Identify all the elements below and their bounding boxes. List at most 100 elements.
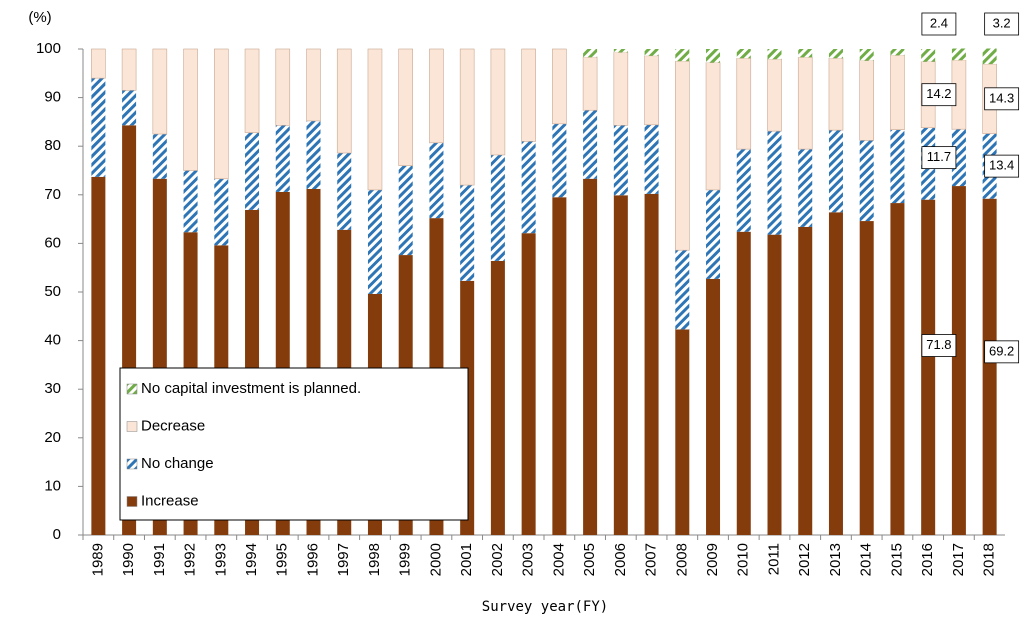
value-label: 11.7 — [927, 149, 951, 164]
y-axis-label: (%) — [28, 9, 51, 26]
bar-segment — [644, 124, 659, 194]
y-tick-label: 60 — [44, 234, 61, 251]
y-tick-label: 40 — [44, 332, 61, 349]
legend-label: Increase — [141, 492, 199, 509]
bar-segment — [859, 60, 875, 141]
bar-segment — [675, 49, 690, 62]
x-tick-label: 1990 — [120, 543, 137, 576]
bar-segment — [429, 142, 444, 219]
bar-segment — [214, 178, 229, 246]
bar-segment — [583, 110, 598, 179]
bar-segment — [245, 132, 260, 210]
x-tick-label: 1996 — [304, 543, 321, 576]
bar-segment — [674, 60, 690, 251]
value-label-box — [984, 12, 1020, 36]
bar-segment — [121, 48, 137, 91]
bar-segment — [767, 49, 782, 60]
bar-segment — [736, 57, 752, 150]
bar-segment — [982, 48, 997, 65]
bar-segment — [859, 49, 874, 61]
bar-segment — [798, 49, 813, 58]
y-tick-label: 20 — [44, 429, 61, 446]
x-tick-label: 2005 — [581, 543, 598, 576]
y-tick-label: 0 — [53, 526, 61, 543]
x-tick-label: 2010 — [735, 543, 752, 576]
x-tick-label: 2000 — [427, 543, 444, 576]
x-tick-label: 2006 — [612, 543, 629, 576]
bar-segment — [736, 49, 751, 59]
value-label-box — [921, 334, 957, 357]
bar-segment — [921, 49, 936, 62]
bar-segment — [890, 203, 905, 535]
bar-segment — [951, 186, 966, 535]
bar-segment — [490, 48, 506, 156]
bar-segment — [583, 49, 598, 58]
bar-segment — [337, 153, 352, 230]
x-tick-label: 2003 — [520, 543, 537, 576]
legend-swatch — [126, 496, 138, 507]
bar-segment — [798, 149, 813, 227]
bar-segment — [490, 260, 505, 535]
bar-segment — [706, 278, 721, 535]
bar-segment — [767, 58, 782, 132]
x-tick-label: 1997 — [335, 543, 352, 576]
bar-segment — [183, 48, 198, 171]
x-tick-label: 2011 — [765, 543, 782, 575]
value-label: 3.2 — [993, 15, 1011, 30]
bar-segment — [736, 149, 751, 232]
x-axis-label: Survey year(FY) — [482, 599, 608, 615]
bar-segment — [552, 48, 567, 125]
bar-segment — [675, 250, 690, 330]
y-tick-label: 100 — [36, 40, 61, 57]
x-tick-label: 1989 — [89, 543, 106, 576]
bar-segment — [429, 48, 444, 144]
legend-swatch — [126, 383, 138, 395]
bar-segment — [521, 141, 536, 234]
bar-segment — [736, 231, 751, 535]
x-tick-label: 2015 — [888, 543, 905, 576]
legend-label: Decrease — [141, 417, 205, 434]
x-tick-label: 2012 — [796, 543, 813, 576]
x-tick-label: 2008 — [673, 543, 690, 576]
bar-segment — [644, 49, 659, 56]
bar-segment — [367, 48, 383, 191]
bar-segment — [767, 131, 782, 235]
bar-segment — [675, 329, 690, 535]
bar-segment — [706, 49, 721, 63]
y-tick-label: 70 — [44, 186, 61, 203]
y-tick-label: 90 — [44, 89, 61, 106]
bar-segment — [828, 57, 844, 131]
bar-segment — [613, 195, 628, 535]
x-tick-label: 1992 — [182, 543, 199, 576]
bar-segment — [644, 193, 659, 535]
bar-segment — [398, 165, 413, 256]
bar-segment — [552, 123, 567, 198]
bar-segment — [521, 48, 536, 142]
legend-label: No change — [141, 455, 214, 472]
x-tick-label: 1994 — [243, 543, 260, 576]
legend-label: No capital investment is planned. — [141, 380, 361, 397]
x-tick-label: 2009 — [704, 543, 721, 576]
bar-segment — [798, 226, 813, 535]
value-label-box — [984, 154, 1020, 178]
bar-segment — [890, 49, 905, 56]
x-tick-label: 2013 — [827, 543, 844, 576]
value-label: 14.3 — [989, 90, 1014, 105]
value-label-box — [921, 83, 957, 107]
bar-segment — [214, 48, 229, 180]
bar-segment — [951, 129, 966, 187]
bar-segment — [152, 134, 167, 179]
x-tick-label: 2018 — [981, 543, 998, 576]
x-tick-label: 1991 — [151, 543, 168, 576]
x-tick-label: 2016 — [919, 543, 936, 576]
y-tick-label: 50 — [44, 283, 61, 300]
bar-segment — [705, 62, 721, 191]
bar-segment — [306, 120, 321, 189]
value-label: 14.2 — [926, 86, 951, 101]
value-label: 69.2 — [989, 343, 1014, 358]
y-tick-label: 30 — [44, 380, 61, 397]
bar-segment — [552, 197, 567, 536]
bar-segment — [582, 56, 598, 111]
bar-segment — [152, 48, 168, 135]
bar-segment — [275, 48, 291, 126]
